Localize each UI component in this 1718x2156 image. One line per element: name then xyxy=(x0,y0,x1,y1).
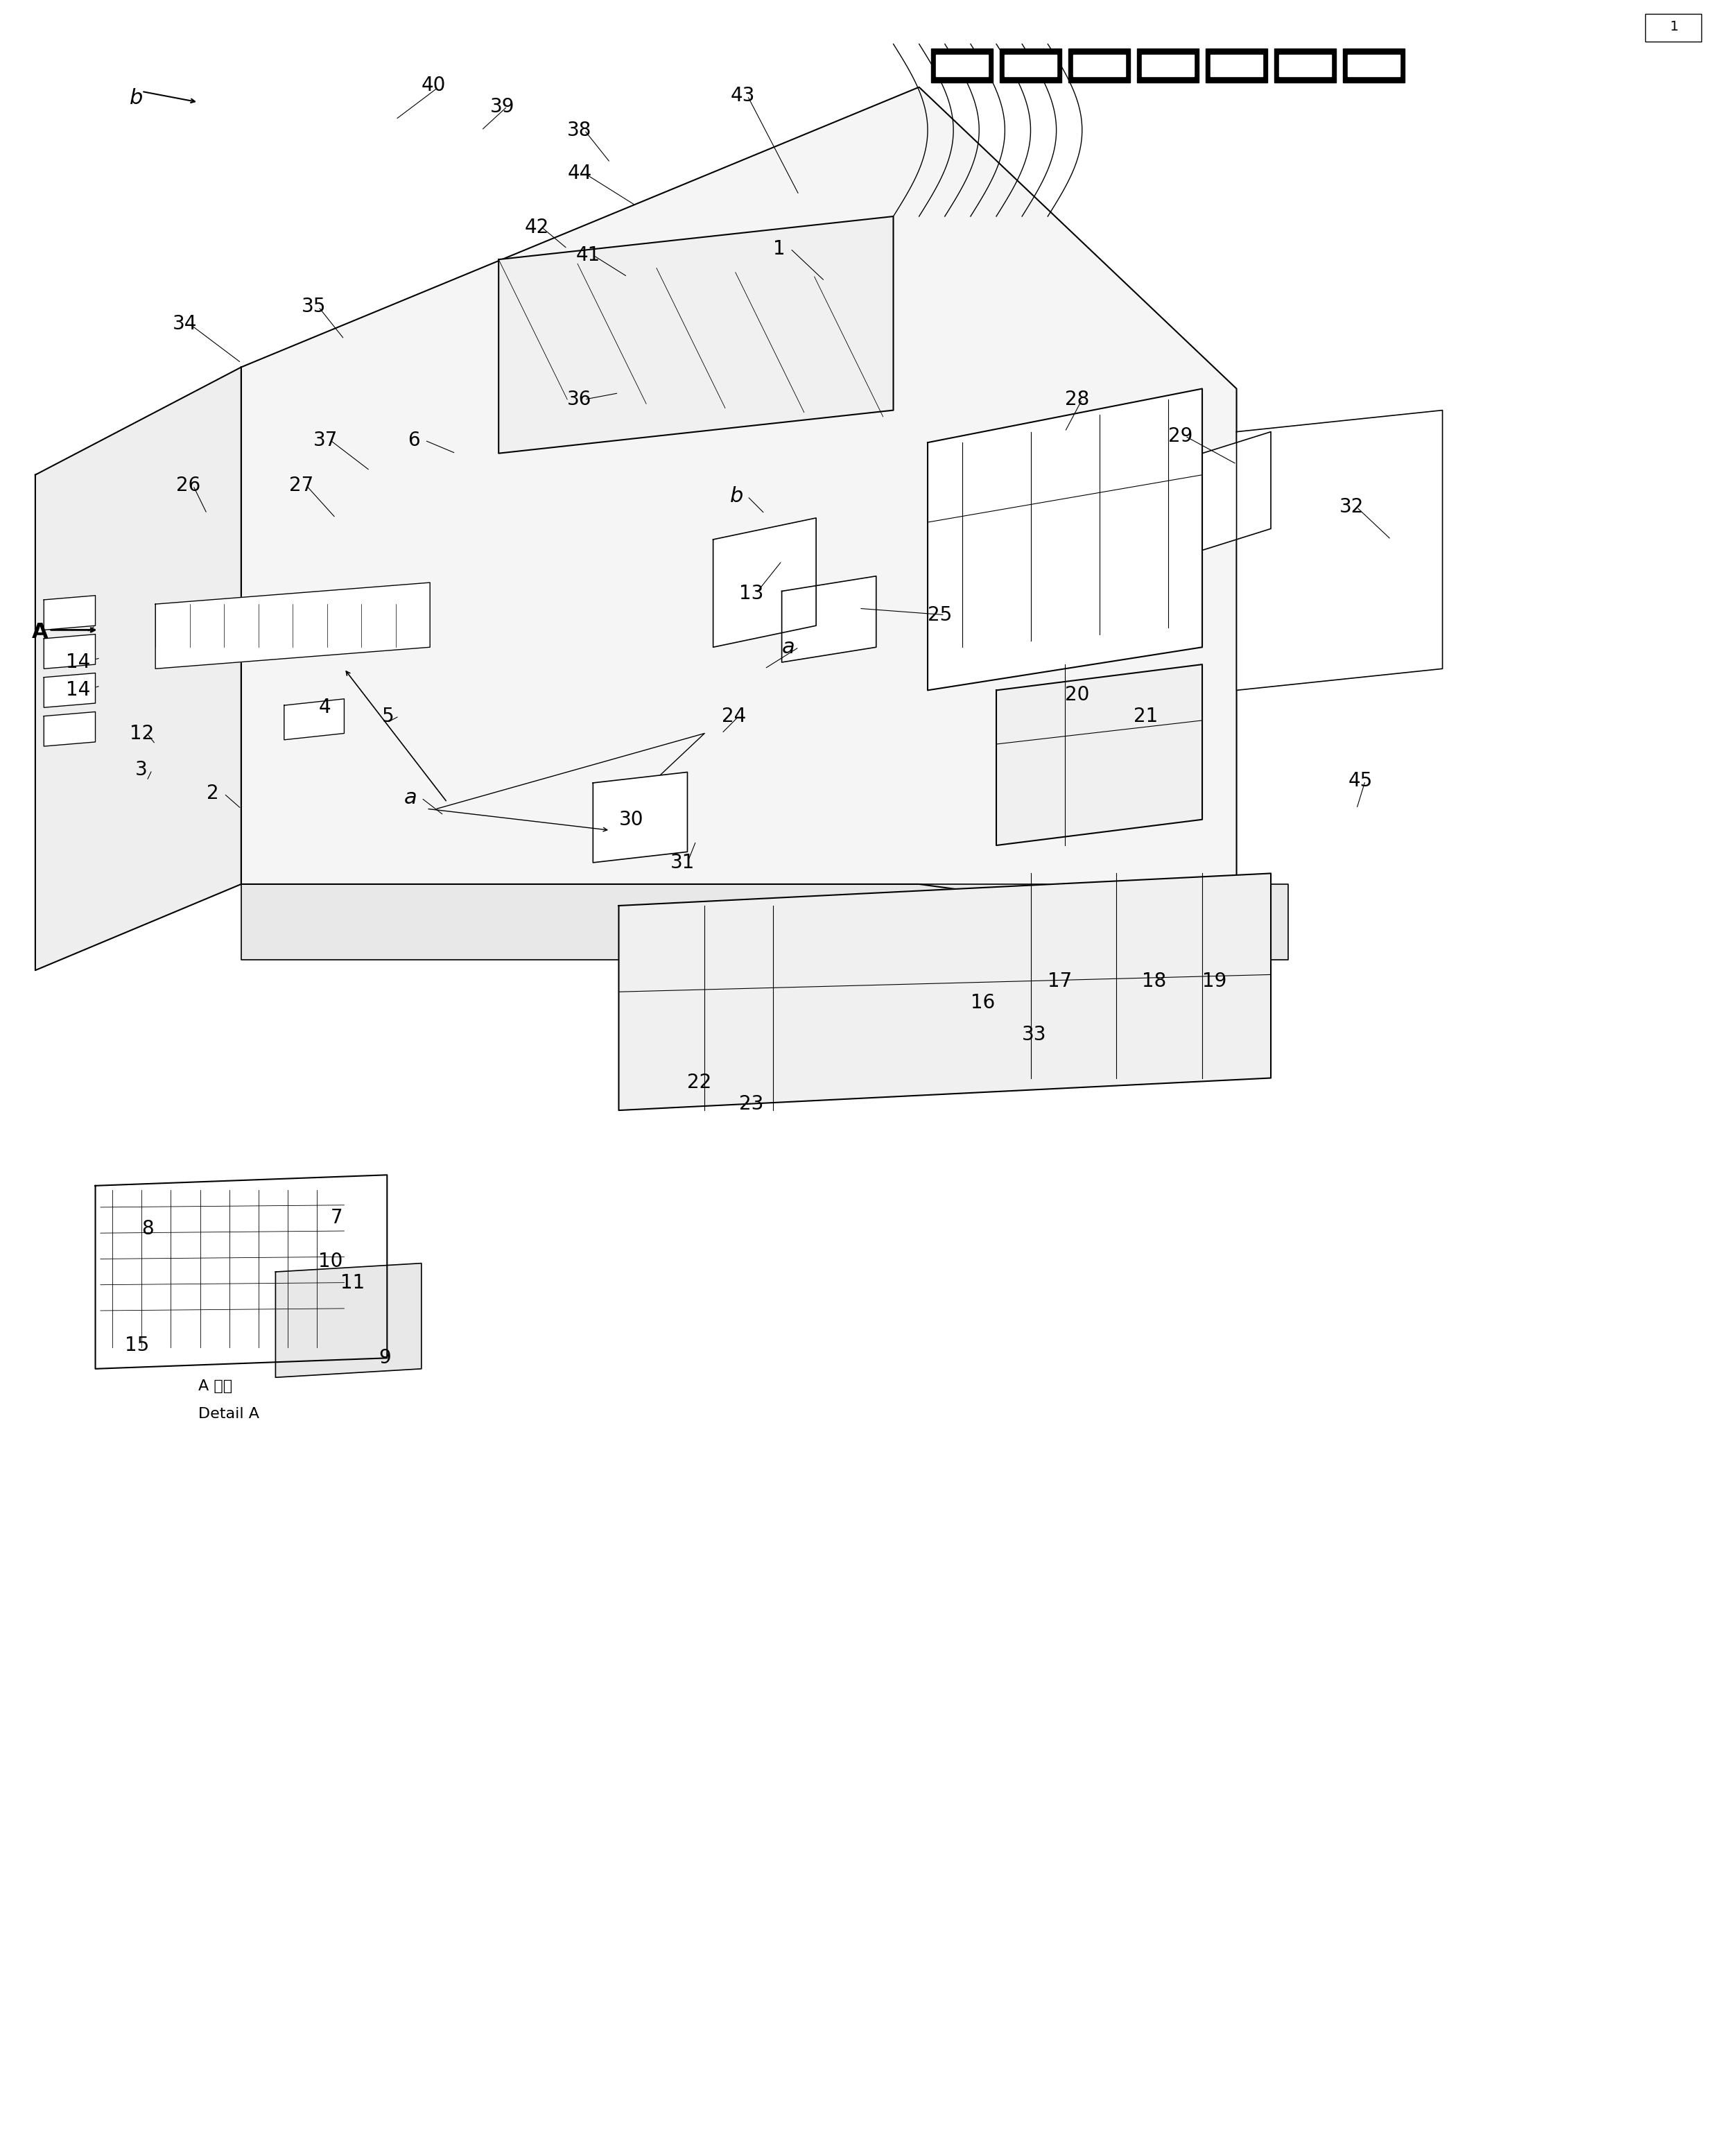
Text: 1: 1 xyxy=(773,239,785,259)
Text: 40: 40 xyxy=(421,75,447,95)
Text: 31: 31 xyxy=(670,854,694,873)
Text: A 詳細: A 詳細 xyxy=(198,1380,232,1393)
Polygon shape xyxy=(928,388,1203,690)
Polygon shape xyxy=(1343,47,1405,82)
Polygon shape xyxy=(45,711,94,746)
Text: 27: 27 xyxy=(289,476,314,496)
Text: 21: 21 xyxy=(1134,707,1158,727)
Text: 24: 24 xyxy=(722,707,746,727)
Text: 7: 7 xyxy=(330,1207,342,1227)
Text: 29: 29 xyxy=(1168,427,1192,446)
Text: 16: 16 xyxy=(971,994,995,1013)
Text: 8: 8 xyxy=(141,1218,155,1238)
Text: 33: 33 xyxy=(1022,1026,1046,1046)
Text: 19: 19 xyxy=(1203,972,1227,992)
Text: b: b xyxy=(129,88,143,108)
Text: 26: 26 xyxy=(175,476,201,496)
Polygon shape xyxy=(94,1175,387,1369)
Polygon shape xyxy=(155,582,430,668)
Text: 9: 9 xyxy=(378,1348,390,1367)
Text: 14: 14 xyxy=(67,653,91,673)
Polygon shape xyxy=(45,634,94,668)
Polygon shape xyxy=(1203,431,1271,550)
Text: 39: 39 xyxy=(490,97,515,116)
Text: 13: 13 xyxy=(739,584,763,604)
Text: 28: 28 xyxy=(1065,390,1089,410)
Text: 25: 25 xyxy=(928,606,952,625)
Text: 23: 23 xyxy=(739,1093,763,1112)
Polygon shape xyxy=(283,699,344,740)
Text: 34: 34 xyxy=(172,315,198,334)
Polygon shape xyxy=(1275,47,1337,82)
Polygon shape xyxy=(1211,54,1263,75)
Text: 18: 18 xyxy=(1142,972,1167,992)
Text: 45: 45 xyxy=(1349,772,1373,791)
Polygon shape xyxy=(1137,47,1199,82)
Polygon shape xyxy=(1074,54,1125,75)
Polygon shape xyxy=(1206,47,1268,82)
Polygon shape xyxy=(498,216,893,453)
Polygon shape xyxy=(1349,54,1400,75)
Polygon shape xyxy=(1069,47,1130,82)
Polygon shape xyxy=(618,873,1271,1110)
Polygon shape xyxy=(1142,54,1194,75)
Text: 11: 11 xyxy=(340,1272,366,1291)
Text: 37: 37 xyxy=(313,431,338,451)
Text: 6: 6 xyxy=(407,431,419,451)
Polygon shape xyxy=(713,517,816,647)
Text: 38: 38 xyxy=(567,121,591,140)
Polygon shape xyxy=(1237,410,1443,690)
Text: 35: 35 xyxy=(301,298,326,317)
Text: a: a xyxy=(782,638,795,658)
Polygon shape xyxy=(45,673,94,707)
Text: a: a xyxy=(404,787,417,808)
Text: 30: 30 xyxy=(618,811,643,830)
Polygon shape xyxy=(996,664,1203,845)
Text: 15: 15 xyxy=(124,1335,149,1354)
Text: 42: 42 xyxy=(524,218,548,237)
Text: 14: 14 xyxy=(67,681,91,701)
Polygon shape xyxy=(1000,47,1062,82)
Text: 4: 4 xyxy=(318,699,330,718)
Polygon shape xyxy=(931,47,993,82)
Text: 5: 5 xyxy=(381,707,393,727)
Bar xyxy=(1644,13,1701,41)
Text: A: A xyxy=(33,623,48,642)
Polygon shape xyxy=(36,367,241,970)
Text: 3: 3 xyxy=(134,761,148,780)
Text: b: b xyxy=(730,487,744,507)
Polygon shape xyxy=(1280,54,1331,75)
Text: 10: 10 xyxy=(318,1250,344,1270)
Polygon shape xyxy=(782,576,876,662)
Text: 22: 22 xyxy=(687,1072,711,1093)
Polygon shape xyxy=(1005,54,1057,75)
Polygon shape xyxy=(593,772,687,862)
Text: 2: 2 xyxy=(206,785,220,804)
Polygon shape xyxy=(936,54,988,75)
Text: 20: 20 xyxy=(1065,686,1089,705)
Text: 12: 12 xyxy=(129,724,155,744)
Text: 41: 41 xyxy=(576,246,600,265)
Polygon shape xyxy=(241,884,1288,959)
Text: 43: 43 xyxy=(730,86,754,106)
Text: 1: 1 xyxy=(1670,19,1678,32)
Polygon shape xyxy=(241,86,1237,927)
Text: Detail A: Detail A xyxy=(198,1408,259,1421)
Text: 17: 17 xyxy=(1048,972,1072,992)
Polygon shape xyxy=(45,595,94,630)
Polygon shape xyxy=(275,1263,421,1378)
Text: 44: 44 xyxy=(567,164,591,183)
Text: 36: 36 xyxy=(567,390,591,410)
Text: 32: 32 xyxy=(1340,498,1364,517)
